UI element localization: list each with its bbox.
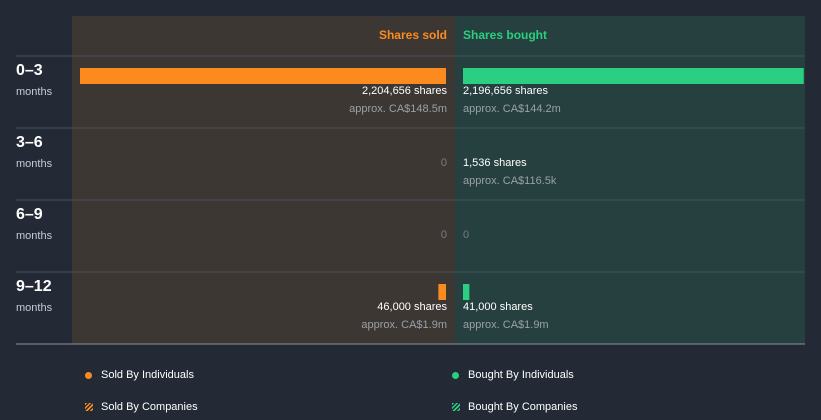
row-range-label: 0–3 bbox=[16, 62, 43, 79]
bought-value-label: 2,196,656 shares bbox=[463, 85, 549, 97]
green-hatch-icon bbox=[452, 403, 460, 411]
orange-hatch-icon bbox=[85, 403, 93, 411]
row-range-label: 6–9 bbox=[16, 206, 43, 223]
bought-bar bbox=[463, 284, 470, 300]
row-range-label: 3–6 bbox=[16, 134, 43, 151]
orange-dot-icon bbox=[85, 371, 92, 379]
sold-approx-label: approx. CA$148.5m bbox=[349, 103, 447, 115]
legend-bought-companies: Bought By Companies bbox=[452, 401, 577, 413]
green-dot-icon bbox=[452, 371, 459, 379]
sold-zero-label: 0 bbox=[441, 157, 447, 169]
sold-bar bbox=[80, 68, 446, 84]
bought-value-label: 1,536 shares bbox=[463, 157, 527, 169]
bought-header: Shares bought bbox=[463, 28, 547, 42]
sold-header: Shares sold bbox=[379, 28, 447, 42]
legend-label: Bought By Companies bbox=[468, 401, 578, 413]
sold-value-label: 2,204,656 shares bbox=[362, 85, 448, 97]
legend-sold-companies: Sold By Companies bbox=[85, 401, 198, 413]
bought-approx-label: approx. CA$144.2m bbox=[463, 103, 561, 115]
row-unit-label: months bbox=[16, 302, 53, 314]
legend-sold-individuals: Sold By Individuals bbox=[85, 369, 194, 381]
row-unit-label: months bbox=[16, 86, 53, 98]
legend-bought-individuals: Bought By Individuals bbox=[452, 369, 574, 381]
legend-label: Sold By Individuals bbox=[101, 369, 194, 381]
row-range-label: 9–12 bbox=[16, 278, 52, 295]
bought-approx-label: approx. CA$116.5k bbox=[463, 175, 557, 187]
legend-label: Bought By Individuals bbox=[468, 369, 574, 381]
row-unit-label: months bbox=[16, 158, 53, 170]
sold-panel bbox=[72, 16, 455, 344]
bought-approx-label: approx. CA$1.9m bbox=[463, 319, 549, 331]
legend-label: Sold By Companies bbox=[101, 401, 198, 413]
bought-zero-label: 0 bbox=[463, 229, 469, 241]
bought-value-label: 41,000 shares bbox=[463, 301, 533, 313]
sold-value-label: 46,000 shares bbox=[377, 301, 447, 313]
row-unit-label: months bbox=[16, 230, 53, 242]
bought-bar bbox=[463, 68, 804, 84]
sold-approx-label: approx. CA$1.9m bbox=[361, 319, 447, 331]
sold-bar bbox=[438, 284, 446, 300]
sold-zero-label: 0 bbox=[441, 229, 447, 241]
